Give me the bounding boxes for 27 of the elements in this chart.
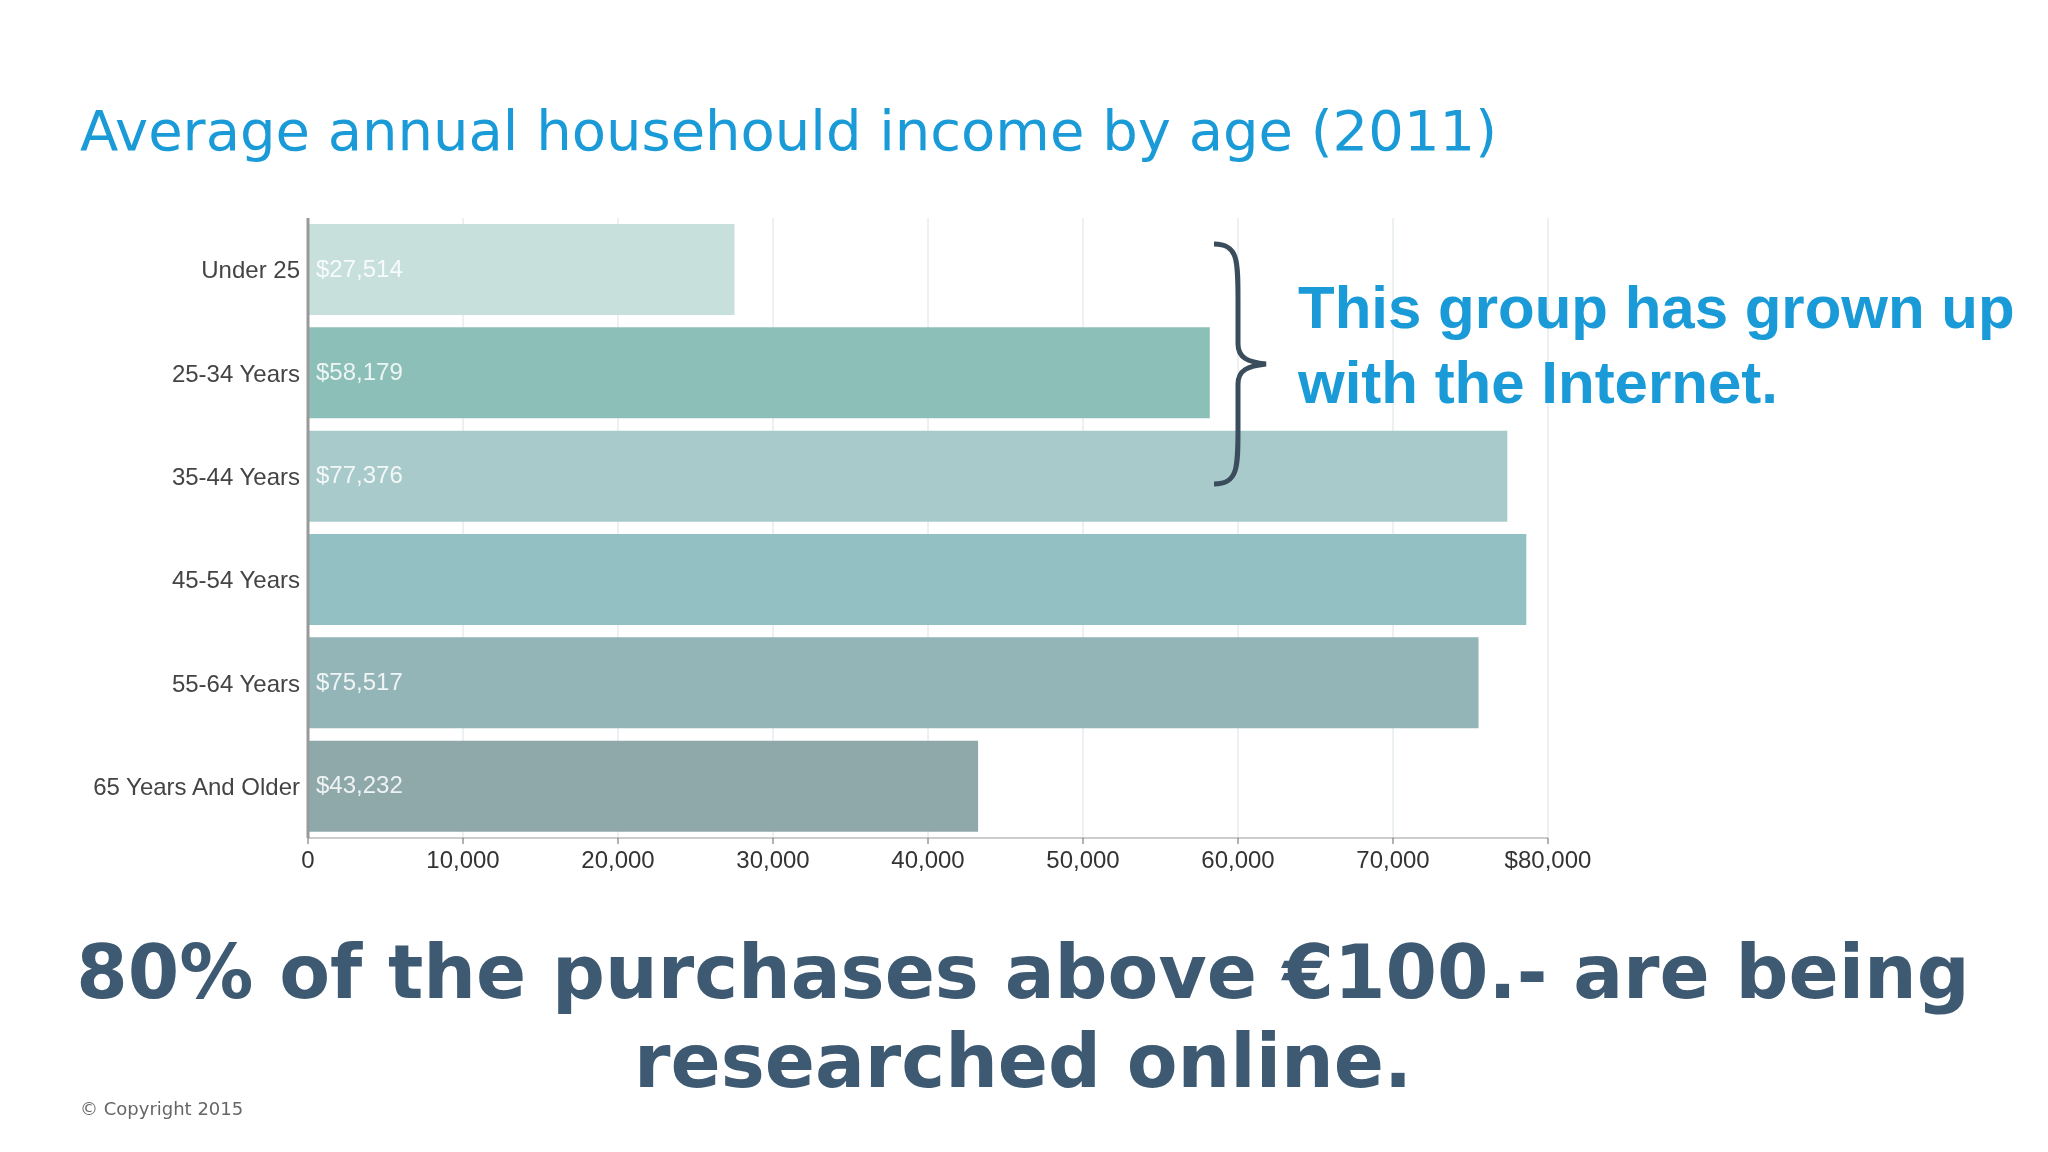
x-tick-label: 0 [301,846,315,873]
x-tick-label: 30,000 [736,846,810,873]
annotation: This group has grown up with the Internet. [1298,273,2016,418]
bar [308,637,1479,729]
x-tick-label: $80,000 [1504,846,1592,873]
y-tick-label: 25-34 Years [171,359,300,387]
y-tick-label: Under 25 [201,256,300,284]
bar [308,327,1210,419]
bar [308,224,735,315]
x-tick-label: 60,000 [1201,846,1275,873]
bar [308,534,1527,625]
data-label: $77,376 [316,461,403,489]
bar [308,740,979,832]
x-tick-label: 40,000 [891,846,965,873]
data-label: $75,517 [316,667,403,695]
text: © Copyright 2015 [80,1098,244,1119]
y-tick-label: 45-54 Years [171,566,300,594]
x-tick-label: 50,000 [1046,846,1120,873]
y-tick-label: 35-44 Years [171,462,300,490]
data-label: $43,232 [316,771,403,799]
y-tick-label: 65 Years And Older [93,772,300,800]
y-tick-label: 55-64 Years [171,669,300,697]
chart-title: Average annual househould income by age (2011) [80,98,1497,163]
x-tick-label: 20,000 [581,846,655,873]
x-tick-label: 70,000 [1356,846,1430,873]
x-tick-label: 10,000 [426,846,500,873]
data-label: $58,179 [316,357,403,385]
